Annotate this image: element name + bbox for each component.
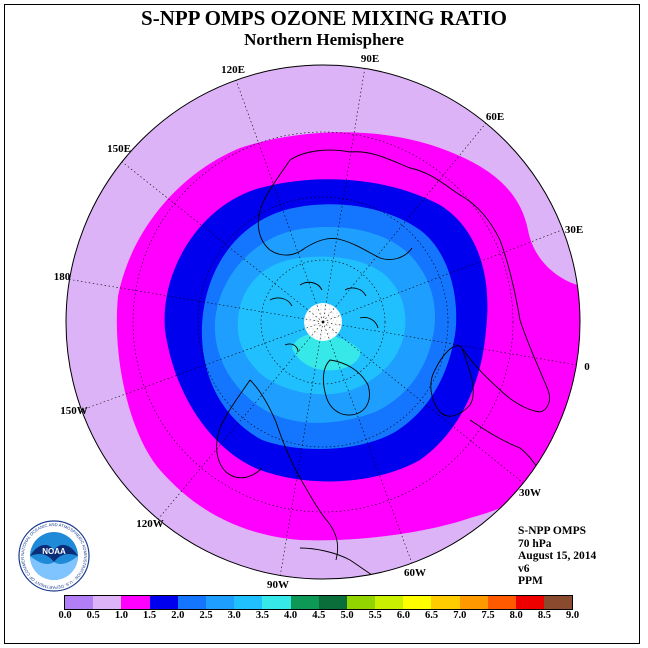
colorbar-swatch	[262, 596, 291, 609]
colorbar-swatch	[516, 596, 545, 609]
lon-label-90w: 90W	[267, 579, 289, 591]
map-border	[65, 64, 581, 580]
colorbar-swatch	[459, 596, 488, 609]
coastline-europe	[430, 345, 474, 417]
lon-label-90e: 90E	[361, 53, 379, 65]
colorbar-label: 3.5	[255, 610, 269, 621]
colorbar-swatch	[487, 596, 516, 609]
lon-label-60w: 60W	[404, 567, 426, 579]
colorbar-swatch	[234, 596, 263, 609]
lon-label-150w: 150W	[60, 405, 88, 417]
colorbar-swatch	[93, 596, 122, 609]
colorbar-label: 0.5	[86, 610, 100, 621]
info-units: PPM	[518, 575, 543, 587]
colorbar-swatch	[149, 596, 178, 609]
colorbar-swatch	[375, 596, 404, 609]
coastline-arctic-islands	[269, 281, 379, 353]
noaa-logo: NATIONAL OCEANIC AND ATMOSPHERIC ADMINIS…	[18, 520, 90, 592]
colorbar-label: 5.0	[340, 610, 354, 621]
colorbar	[64, 595, 574, 610]
colorbar-swatch	[318, 596, 347, 609]
colorbar-label: 5.5	[368, 610, 382, 621]
colorbar-label: 4.5	[312, 610, 326, 621]
colorbar-label: 8.5	[537, 610, 551, 621]
colorbar-label: 1.0	[114, 610, 128, 621]
colorbar-label: 9.0	[566, 610, 580, 621]
info-block: S-NPP OMPS 70 hPa August 15, 2014 v6 PPM	[518, 525, 596, 588]
lon-label-30e: 30E	[565, 224, 583, 236]
colorbar-swatch	[177, 596, 206, 609]
colorbar-label: 0.0	[58, 610, 72, 621]
colorbar-swatch	[121, 596, 150, 609]
coastline-asia-east	[257, 159, 413, 260]
page-title: S-NPP OMPS OZONE MIXING RATIO	[141, 6, 507, 30]
colorbar-label: 3.0	[227, 610, 241, 621]
colorbar-swatch	[544, 596, 573, 609]
colorbar-label: 1.5	[143, 610, 157, 621]
lon-label-180: 180	[54, 271, 71, 283]
coastlines	[216, 149, 551, 579]
info-instrument: S-NPP OMPS	[518, 525, 587, 537]
coastline-eurasia	[289, 149, 551, 413]
colorbar-label: 7.0	[453, 610, 467, 621]
lon-label-0: 0	[584, 361, 590, 373]
info-version: v6	[518, 562, 530, 575]
info-level: 70 hPa	[518, 537, 552, 550]
colorbar-label: 6.0	[396, 610, 410, 621]
colorbar-label: 7.5	[481, 610, 495, 621]
band-3-5	[292, 333, 361, 371]
colorbar-swatch	[290, 596, 319, 609]
grid-lines	[66, 66, 580, 578]
colorbar-swatch	[346, 596, 376, 609]
colorbar-swatch	[403, 596, 432, 609]
longitude-labels: 90E 60E 30E 0 30W 60W 90W 120W 150W 180 …	[54, 53, 591, 591]
info-date: August 15, 2014	[518, 550, 597, 562]
colorbar-label: 4.0	[284, 610, 298, 621]
figure-frame	[4, 4, 640, 644]
colorbar-swatch	[431, 596, 460, 609]
lon-label-60e: 60E	[486, 111, 504, 123]
colorbar-label: 6.5	[425, 610, 439, 621]
coastline-south-america	[299, 547, 391, 579]
page-subtitle: Northern Hemisphere	[244, 30, 404, 49]
logo-bird	[30, 544, 78, 562]
colorbar-label: 2.0	[171, 610, 185, 621]
lon-label-150e: 150E	[107, 143, 131, 155]
colorbar-swatch	[65, 596, 94, 609]
colorbar-label: 8.0	[509, 610, 523, 621]
lon-label-120w: 120W	[136, 518, 164, 530]
logo-text: NOAA	[42, 547, 66, 556]
colorbar-swatch	[205, 596, 235, 609]
lon-label-120e: 120E	[221, 64, 245, 76]
logo-wave	[30, 556, 78, 580]
lon-label-30w: 30W	[519, 487, 541, 499]
coastline-north-america	[216, 379, 339, 561]
colorbar-label: 2.5	[199, 610, 213, 621]
